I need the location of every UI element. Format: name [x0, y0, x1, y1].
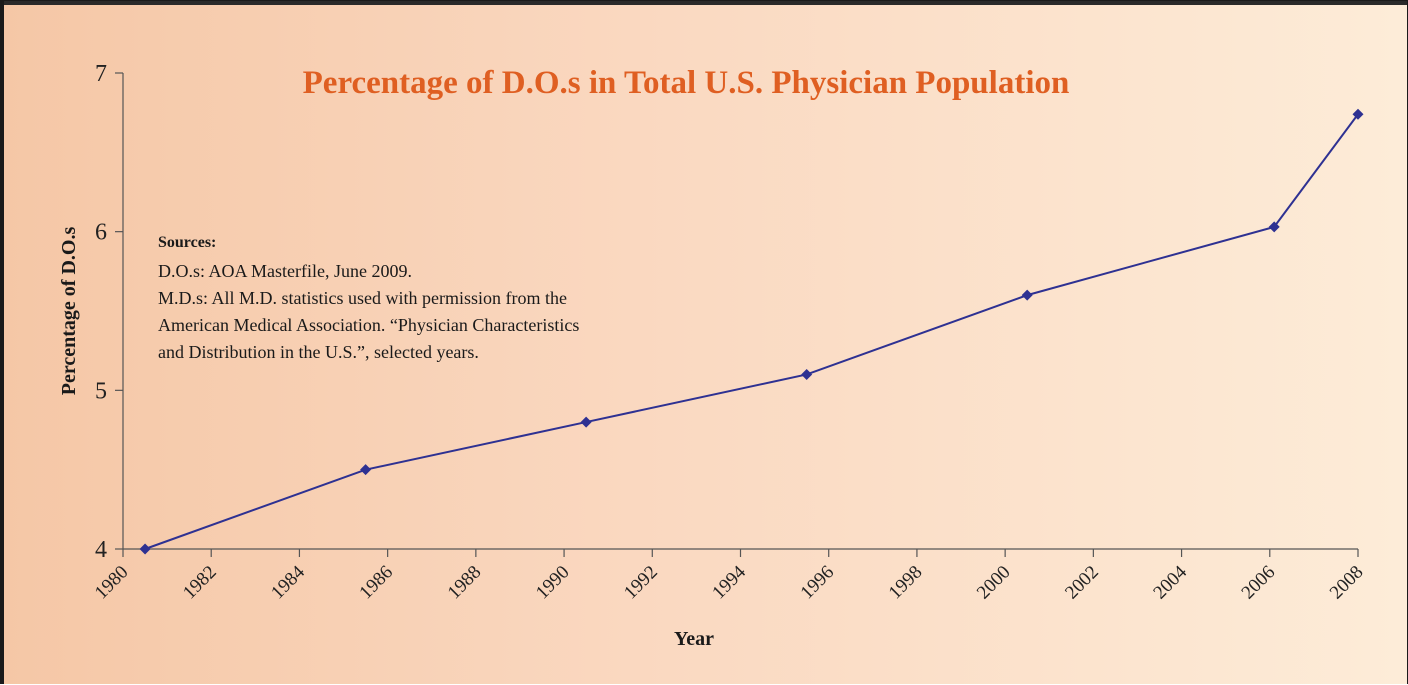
series-group — [139, 108, 1364, 555]
data-point — [1021, 289, 1033, 301]
chart-title: Percentage of D.O.s in Total U.S. Physic… — [303, 65, 1070, 101]
y-tick-label: 7 — [95, 61, 107, 87]
x-axis-label: Year — [674, 628, 714, 650]
x-tick-label: 1990 — [532, 562, 574, 604]
x-tick-label: 2008 — [1326, 562, 1368, 604]
y-tick-label: 5 — [95, 378, 107, 404]
sources-line-1: D.O.s: AOA Masterfile, June 2009. — [158, 261, 412, 281]
sources-line-3: American Medical Association. “Physician… — [158, 315, 579, 335]
data-point — [1352, 108, 1364, 120]
sources-line-2: M.D.s: All M.D. statistics used with per… — [158, 288, 567, 308]
x-tick-label: 2002 — [1061, 562, 1103, 604]
x-tick-label: 1980 — [91, 562, 133, 604]
data-point — [580, 416, 592, 428]
x-tick-label: 1984 — [267, 561, 309, 603]
x-tick-label: 1986 — [355, 562, 397, 604]
sources-line-4: and Distribution in the U.S.”, selected … — [158, 342, 479, 362]
x-ticks: 1980 1982 1984 1986 1988 1990 1992 1994 1996 1998… — [91, 549, 1368, 603]
x-tick-label: 1988 — [444, 562, 486, 604]
y-axis-label: Percentage of D.O.s — [58, 227, 80, 396]
x-tick-label: 1998 — [885, 562, 927, 604]
x-tick-label: 1996 — [797, 562, 839, 604]
x-tick-label: 1982 — [179, 562, 221, 604]
x-tick-label: 2000 — [973, 562, 1015, 604]
y-ticks: 4 5 6 7 — [95, 61, 123, 563]
x-tick-label: 2006 — [1238, 562, 1280, 604]
data-point — [1268, 221, 1280, 233]
x-tick-label: 2004 — [1149, 561, 1191, 603]
data-point — [360, 464, 372, 476]
x-tick-label: 1994 — [708, 561, 750, 603]
data-point — [139, 543, 151, 555]
y-tick-label: 4 — [95, 537, 107, 563]
data-point — [801, 368, 813, 380]
sources-heading: Sources: — [158, 234, 216, 251]
sources-note: Sources: D.O.s: AOA Masterfile, June 200… — [158, 234, 579, 362]
x-tick-label: 1992 — [620, 562, 662, 604]
y-tick-label: 6 — [95, 220, 107, 246]
